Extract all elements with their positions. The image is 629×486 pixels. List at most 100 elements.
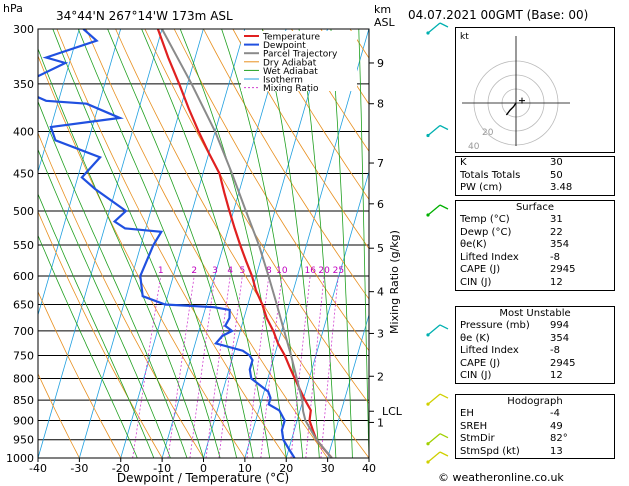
most-unstable-title: Most Unstable [499,308,571,319]
row-label: θe(K) [460,239,487,251]
indices-table: K 30 Totals Totals 50 PW (cm) 3.48 [455,156,615,196]
pressure-tick-label: 400 [13,126,34,139]
hpa-label: hPa [3,2,23,15]
hodograph-ring-label: 20 [482,128,494,138]
table-row: CAPE (J) 2945 [456,264,614,277]
pressure-tick-label: 1000 [6,452,34,465]
parcel-trajectory-line [161,29,333,458]
legend-entry: Parcel Trajectory [263,50,338,60]
hodograph-table: Hodograph EH -4 SREH 49 StmDir 82° StmSpd (kt)… [455,394,615,460]
row-label: CIN (J) [460,370,492,382]
row-label: Lifted Index [460,251,519,263]
wet-adiabat [38,148,171,458]
temperature-tick-label: 20 [279,462,293,475]
row-value: 354 [550,239,570,251]
km-tick-label: 7 [377,157,384,170]
mixing-ratio-line [189,275,216,458]
temperature-tick-label: -10 [153,462,171,475]
table-row: SREH 49 [456,421,614,434]
wind-barb [427,324,441,336]
wind-barb [427,393,441,405]
table-row: CIN (J) 12 [456,370,614,383]
asl-label: ASL [374,16,396,29]
mixing-ratio-label: 2 [191,266,197,276]
wind-barb [427,433,441,445]
row-label: Temp (°C) [460,214,510,225]
km-tick-label: 4 [377,286,384,299]
dry-adiabat [291,29,369,152]
row-value: -4 [550,408,560,419]
legend-entry: Mixing Ratio [263,84,319,94]
wind-barb [427,451,441,463]
isotherm [38,29,163,458]
table-row: Temp (°C) 31 [456,214,614,227]
isotherm [327,313,369,458]
dry-adiabat [38,290,122,458]
pressure-tick-label: 350 [13,78,34,91]
temperature-tick-label: 10 [238,462,252,475]
dry-adiabat [56,29,287,458]
copyright: © weatheronline.co.uk [438,471,564,484]
wet-adiabat [107,29,254,458]
km-tick-label: 9 [377,57,384,70]
row-label: CAPE (J) [460,357,501,369]
row-value: 50 [550,169,563,181]
dry-adiabat [38,132,204,458]
row-value: 31 [550,214,563,225]
storm-motion-marker [519,97,525,104]
row-value: 12 [550,276,563,288]
mixing-ratio-label: 3 [212,266,218,276]
table-row: K 30 [456,157,614,170]
wet-adiabat [330,29,353,458]
mixing-ratio-line [218,275,243,458]
mixing-ratio-label: 10 [276,266,288,276]
table-row: CAPE (J) 2945 [456,358,614,371]
temperature-tick-label: -20 [112,462,130,475]
hodograph-trace [505,102,517,116]
row-label: Lifted Index [460,345,519,357]
row-value: 994 [550,320,570,331]
isotherm [203,29,328,458]
table-row: PW (cm) 3.48 [456,182,614,195]
surface-table: Surface Temp (°C) 31 Dewp (°C) 22 θe(K) 354 Li… [455,200,615,291]
mixing-ratio-line [132,275,162,458]
row-value: 3.48 [550,182,573,194]
pressure-tick-label: 650 [13,299,34,312]
temperature-tick-label: 0 [200,462,207,475]
dry-adiabat [38,210,163,458]
isotherm [38,29,80,174]
dry-adiabat [38,372,80,458]
dry-adiabat [38,54,246,458]
table-row: StmSpd (kt) 13 [456,446,614,459]
pressure-tick-label: 300 [13,23,34,36]
wet-adiabat [38,234,138,458]
table-row: Totals Totals 50 [456,170,614,183]
temperature-tick-label: 40 [362,462,376,475]
dry-adiabat [173,29,369,352]
pressure-tick-label: 850 [13,394,34,407]
hodograph-unit: kt [460,32,469,42]
temperature-line [156,29,333,458]
row-value: 12 [550,370,563,382]
mixing-ratio-line [320,275,339,458]
mixing-ratio-line [167,275,195,458]
mixing-ratio-line [290,275,311,458]
row-label: CAPE (J) [460,264,501,276]
table-row: CIN (J) 12 [456,277,614,290]
mixing-ratio-label: 16 [305,266,317,276]
wet-adiabat [77,29,237,458]
row-label: EH [460,408,474,419]
wet-adiabat [38,100,188,458]
isotherm [244,29,369,458]
pressure-tick-label: 750 [13,349,34,362]
km-label: km [374,3,391,16]
legend-entry: Isotherm [263,76,303,86]
row-label: Dewp (°C) [460,226,512,238]
wind-barb [427,204,441,216]
table-row: Pressure (mb) 994 [456,320,614,333]
km-tick-label: 2 [377,370,384,383]
row-value: 49 [550,420,563,432]
km-tick-label: 1 [377,416,384,429]
km-tick-label: 5 [377,242,384,255]
